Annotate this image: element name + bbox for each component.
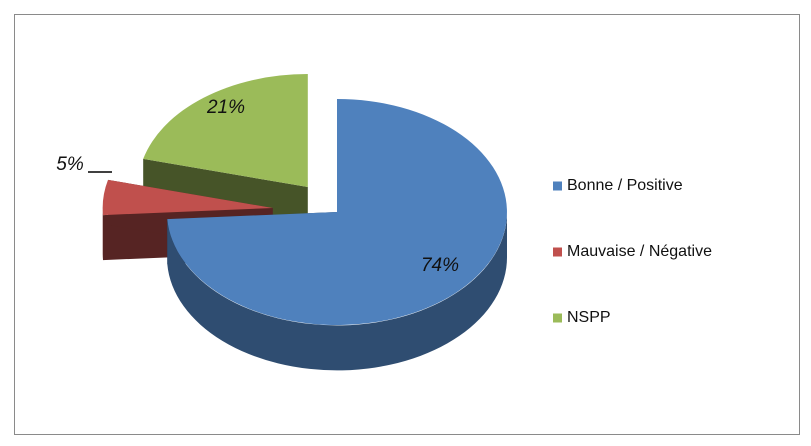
data-label: 21%: [206, 97, 245, 118]
data-label: 5%: [56, 154, 84, 175]
slice: [143, 74, 308, 187]
legend-label: Bonne / Positive: [567, 177, 683, 194]
legend-label: Mauvaise / Négative: [567, 243, 712, 260]
slice-side-wall: [167, 212, 508, 371]
data-label: 74%: [421, 255, 459, 276]
legend-swatch: [553, 181, 562, 191]
slice: [102, 179, 273, 216]
slice: [167, 99, 507, 325]
legend-swatch: [553, 247, 562, 257]
legend-swatch: [553, 313, 562, 323]
legend-label: NSPP: [567, 309, 611, 326]
